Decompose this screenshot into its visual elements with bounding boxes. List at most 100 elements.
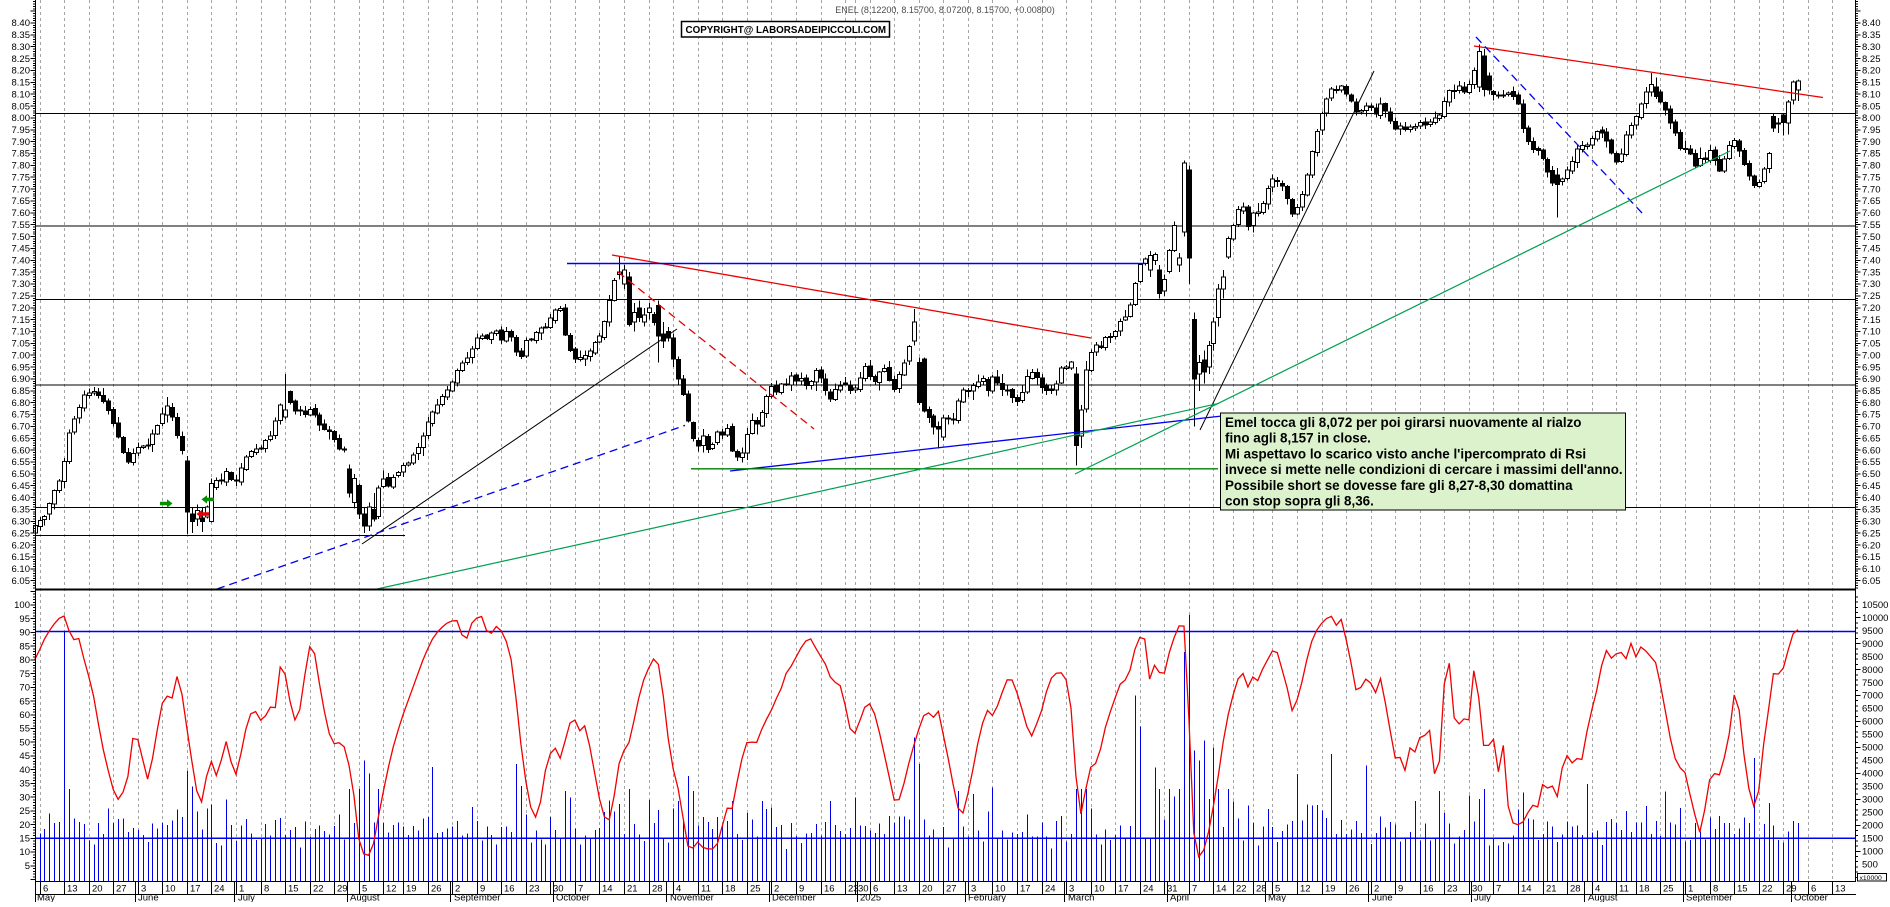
svg-text:6.10: 6.10 <box>1862 564 1881 575</box>
svg-text:14: 14 <box>1521 884 1532 895</box>
svg-text:18: 18 <box>1639 884 1650 895</box>
svg-text:9: 9 <box>1398 884 1403 895</box>
svg-text:6.05: 6.05 <box>1862 576 1881 587</box>
svg-text:1: 1 <box>1688 884 1693 895</box>
svg-text:19: 19 <box>406 884 417 895</box>
svg-text:6.35: 6.35 <box>12 505 31 516</box>
svg-text:35: 35 <box>19 779 30 790</box>
svg-text:7.50: 7.50 <box>1862 232 1881 243</box>
svg-text:August: August <box>1588 893 1618 903</box>
svg-text:4500: 4500 <box>1862 756 1883 767</box>
svg-text:40: 40 <box>19 765 30 776</box>
svg-text:20: 20 <box>19 820 30 831</box>
svg-text:7.55: 7.55 <box>12 220 31 231</box>
svg-text:2500: 2500 <box>1862 808 1883 819</box>
svg-text:45: 45 <box>19 751 30 762</box>
svg-text:15: 15 <box>288 884 299 895</box>
svg-text:100: 100 <box>14 600 30 611</box>
svg-text:28: 28 <box>1256 884 1267 895</box>
svg-text:15: 15 <box>1737 884 1748 895</box>
svg-text:7.45: 7.45 <box>12 244 31 255</box>
svg-text:24: 24 <box>1143 884 1154 895</box>
svg-text:6.80: 6.80 <box>1862 398 1881 409</box>
svg-text:19: 19 <box>1325 884 1336 895</box>
svg-text:6.25: 6.25 <box>1862 528 1881 539</box>
svg-text:6.75: 6.75 <box>1862 410 1881 421</box>
svg-text:8.20: 8.20 <box>12 66 31 77</box>
svg-text:85: 85 <box>19 641 30 652</box>
svg-text:6.65: 6.65 <box>12 434 31 445</box>
svg-text:6.80: 6.80 <box>12 398 31 409</box>
svg-text:11: 11 <box>701 884 711 895</box>
svg-text:6.95: 6.95 <box>1862 362 1881 373</box>
svg-text:4: 4 <box>676 884 681 895</box>
svg-text:17: 17 <box>190 884 201 895</box>
svg-text:24: 24 <box>214 884 225 895</box>
svg-text:29: 29 <box>1786 884 1797 895</box>
svg-text:6: 6 <box>43 884 48 895</box>
svg-text:8000: 8000 <box>1862 665 1883 676</box>
svg-text:12: 12 <box>386 884 397 895</box>
svg-text:3: 3 <box>971 884 976 895</box>
svg-text:7.85: 7.85 <box>12 149 31 160</box>
svg-text:75: 75 <box>19 669 30 680</box>
svg-text:6500: 6500 <box>1862 704 1883 715</box>
svg-text:COPYRIGHT@ LABORSADEIPICCOLI.C: COPYRIGHT@ LABORSADEIPICCOLI.COM <box>686 25 887 36</box>
svg-text:6.50: 6.50 <box>12 469 31 480</box>
svg-text:9: 9 <box>480 884 485 895</box>
svg-text:23: 23 <box>848 884 859 895</box>
svg-text:3000: 3000 <box>1862 795 1883 806</box>
svg-text:8.30: 8.30 <box>1862 42 1881 53</box>
svg-text:8: 8 <box>1713 884 1718 895</box>
svg-text:7.15: 7.15 <box>12 315 31 326</box>
svg-text:6000: 6000 <box>1862 717 1883 728</box>
svg-text:7.50: 7.50 <box>12 232 31 243</box>
svg-text:3500: 3500 <box>1862 782 1883 793</box>
svg-text:6.20: 6.20 <box>1862 540 1881 551</box>
svg-text:November: November <box>670 893 714 903</box>
svg-text:6.20: 6.20 <box>12 540 31 551</box>
svg-text:23: 23 <box>529 884 540 895</box>
svg-text:March: March <box>1068 893 1094 903</box>
svg-text:7.35: 7.35 <box>12 267 31 278</box>
svg-text:3: 3 <box>141 884 146 895</box>
svg-text:6.85: 6.85 <box>12 386 31 397</box>
svg-text:6.35: 6.35 <box>1862 505 1881 516</box>
svg-text:Possibile short se dovesse far: Possibile short se dovesse fare gli 8,27… <box>1225 478 1573 493</box>
svg-text:7.10: 7.10 <box>12 327 31 338</box>
svg-text:10: 10 <box>1094 884 1105 895</box>
svg-text:21: 21 <box>1546 884 1557 895</box>
svg-text:con stop sopra gli 8,36.: con stop sopra gli 8,36. <box>1225 494 1374 509</box>
svg-text:August: August <box>350 893 380 903</box>
svg-text:26: 26 <box>1349 884 1360 895</box>
svg-text:February: February <box>968 893 1006 903</box>
svg-text:Emel tocca gli 8,072 per poi g: Emel tocca gli 8,072 per poi girarsi nuo… <box>1225 415 1581 430</box>
svg-text:6.60: 6.60 <box>1862 445 1881 456</box>
svg-text:3: 3 <box>1069 884 1074 895</box>
svg-text:28: 28 <box>652 884 663 895</box>
svg-text:7.70: 7.70 <box>1862 184 1881 195</box>
svg-text:8: 8 <box>264 884 269 895</box>
svg-text:26: 26 <box>431 884 442 895</box>
svg-text:7.80: 7.80 <box>1862 161 1881 172</box>
svg-text:29: 29 <box>337 884 348 895</box>
svg-text:22: 22 <box>1762 884 1773 895</box>
svg-text:30: 30 <box>858 884 869 895</box>
svg-text:6.90: 6.90 <box>12 374 31 385</box>
svg-text:13: 13 <box>67 884 78 895</box>
svg-text:70: 70 <box>19 683 30 694</box>
svg-text:9000: 9000 <box>1862 639 1883 650</box>
svg-text:7.15: 7.15 <box>1862 315 1881 326</box>
svg-text:x10000: x10000 <box>1860 875 1883 882</box>
svg-text:6.50: 6.50 <box>1862 469 1881 480</box>
svg-text:7: 7 <box>1192 884 1197 895</box>
svg-text:55: 55 <box>19 724 30 735</box>
svg-text:14: 14 <box>1216 884 1227 895</box>
svg-text:7.30: 7.30 <box>1862 279 1881 290</box>
svg-text:Mi aspettavo lo scarico visto: Mi aspettavo lo scarico visto anche l'ip… <box>1225 446 1586 461</box>
svg-text:7.80: 7.80 <box>12 161 31 172</box>
svg-text:14: 14 <box>602 884 613 895</box>
svg-text:7.25: 7.25 <box>1862 291 1881 302</box>
svg-text:July: July <box>1474 893 1491 903</box>
svg-text:6.30: 6.30 <box>1862 517 1881 528</box>
